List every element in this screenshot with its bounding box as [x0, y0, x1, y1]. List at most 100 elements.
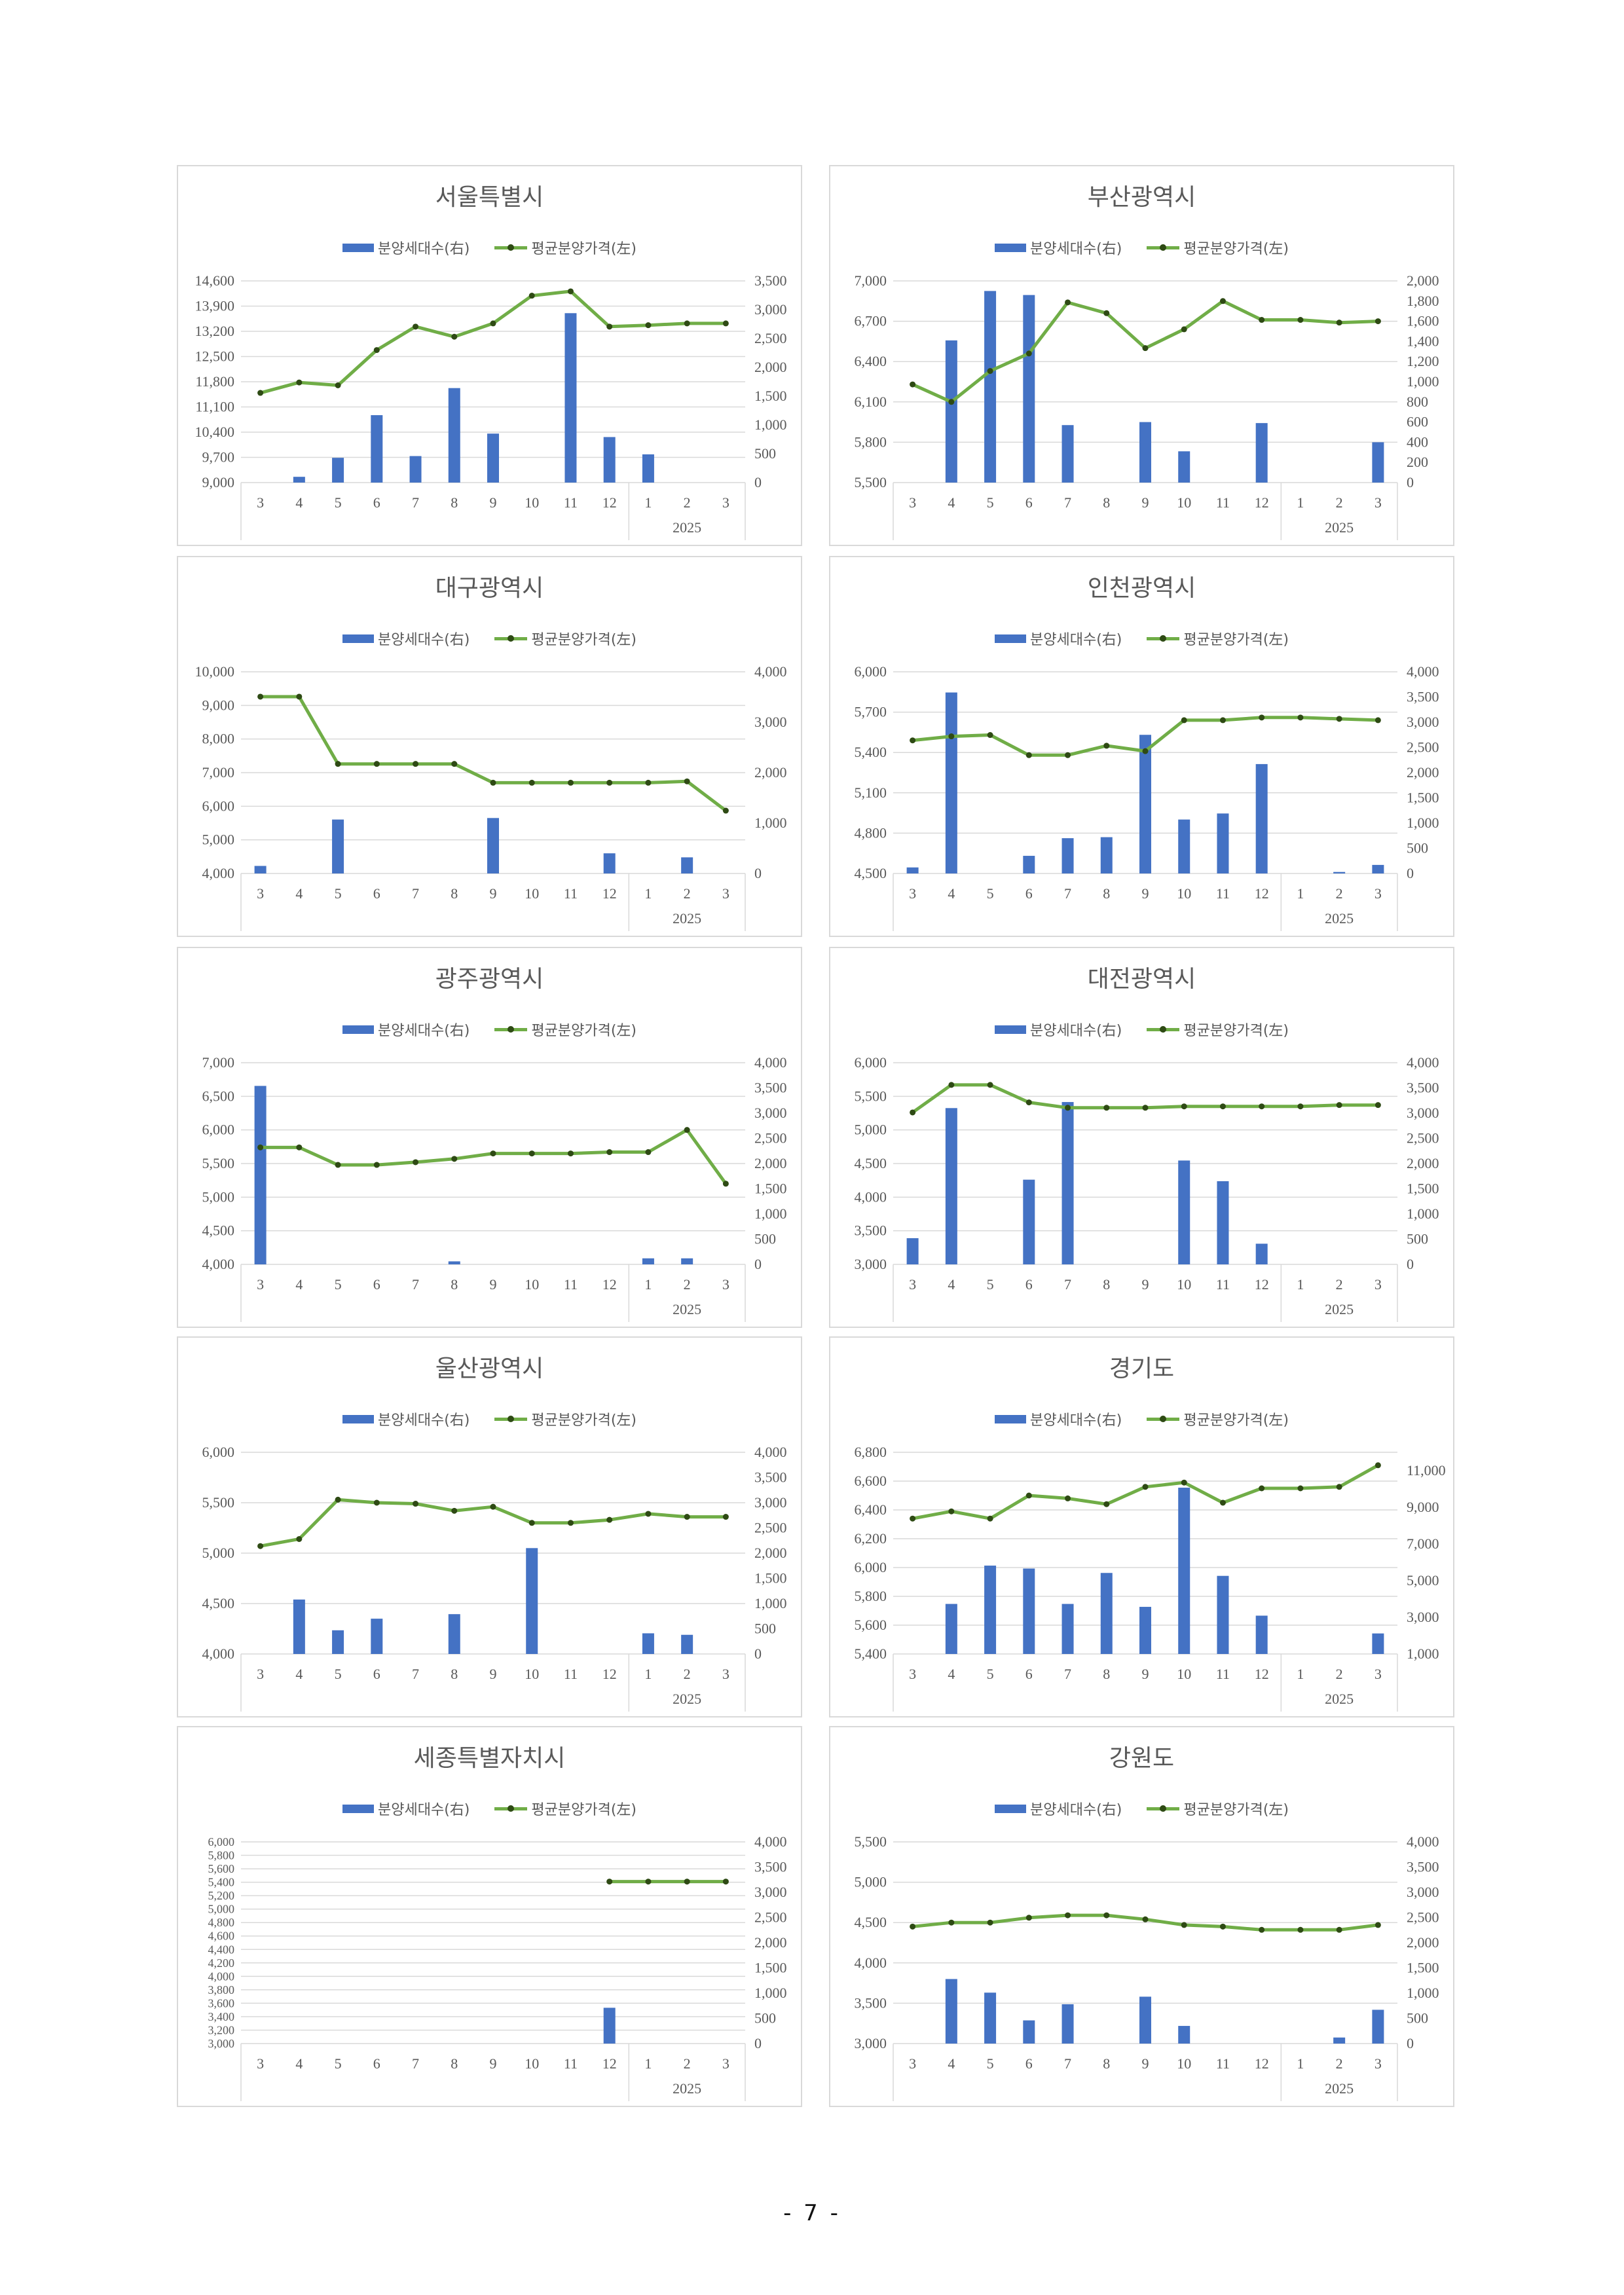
left-axis-tick-label: 5,500 — [202, 1494, 235, 1511]
legend-label-price: 평균분양가격(左) — [531, 1412, 637, 1429]
x-axis-tick-label: 9 — [490, 1276, 497, 1293]
right-axis-tick-label: 3,000 — [1407, 1609, 1439, 1625]
bar — [642, 454, 654, 483]
legend-label-price: 평균분양가격(左) — [531, 1802, 637, 1818]
x-axis-tick-label: 6 — [373, 2055, 380, 2072]
x-axis-tick-label: 1 — [1297, 2055, 1304, 2072]
right-axis-tick-label: 2,000 — [754, 764, 787, 780]
bar — [1178, 1488, 1190, 1654]
legend-label-price: 평균분양가격(左) — [531, 1023, 637, 1039]
right-axis-tick-label: 2,000 — [1407, 1155, 1439, 1171]
legend-line-swatch — [494, 244, 528, 251]
right-axis-tick-label: 3,500 — [754, 1469, 787, 1486]
gridlines — [241, 1841, 745, 2044]
line-point — [645, 1149, 652, 1156]
right-axis-tick-label: 1,400 — [1407, 333, 1439, 349]
right-axis-tick-label: 1,000 — [754, 1595, 787, 1611]
right-axis-tick-label: 0 — [1407, 2035, 1414, 2051]
right-axis-tick-label: 4,000 — [1407, 1833, 1439, 1850]
left-axis: 4,000 4,500 5,000 5,500 6,000 — [202, 1444, 235, 1662]
left-axis-tick-label: 4,500 — [202, 1595, 235, 1611]
left-axis-tick-label: 3,500 — [855, 1994, 887, 2011]
line-point — [1025, 1099, 1032, 1106]
line-point — [645, 779, 652, 786]
left-axis-tick-label: 4,400 — [208, 1943, 235, 1956]
left-axis-tick-label: 3,400 — [208, 2010, 235, 2023]
line-markers — [910, 1912, 1381, 1933]
line-markers — [910, 1462, 1381, 1522]
left-axis-tick-label: 6,200 — [855, 1530, 887, 1547]
x-axis-tick-label: 11 — [564, 885, 578, 902]
right-axis-tick-label: 2,000 — [754, 1934, 787, 1951]
right-axis-tick-label: 2,000 — [1407, 764, 1439, 780]
line-point — [722, 1879, 729, 1885]
right-axis: 1,000 3,000 5,000 7,000 9,000 11,000 — [1407, 1462, 1446, 1662]
bar — [1178, 819, 1190, 873]
x-axis-tick-label: 1 — [644, 494, 652, 511]
x-axis-tick-label: 4 — [295, 1276, 303, 1293]
right-axis-tick-label: 3,000 — [1407, 714, 1439, 730]
left-axis-tick-label: 5,800 — [855, 433, 887, 450]
line-point — [335, 1496, 341, 1503]
left-axis: 5,400 5,600 5,800 6,000 6,200 6,400 6,600 6,800 — [855, 1444, 887, 1662]
bar — [1100, 837, 1113, 873]
x-axis-tick-label: 11 — [1216, 2055, 1230, 2072]
bar — [1139, 735, 1151, 873]
bar-series — [254, 1086, 693, 1264]
line-markers — [257, 1496, 729, 1549]
legend-bar-swatch — [342, 1414, 374, 1423]
x-axis-tick-label: 9 — [490, 494, 497, 511]
line-point — [567, 779, 574, 786]
right-axis-tick-label: 500 — [754, 2010, 776, 2027]
chart-title: 서울특별시 — [435, 184, 544, 211]
legend-label-units: 분양세대수(右) — [378, 1023, 470, 1039]
line-point — [606, 323, 613, 330]
left-axis-tick-label: 4,200 — [208, 1956, 235, 1970]
x-axis-group-label: 2025 — [673, 1301, 701, 1317]
right-axis: 0 500 1,000 1,500 2,000 2,500 3,000 3,500 4,000 — [1407, 1054, 1439, 1272]
x-axis-tick-label: 12 — [602, 1666, 617, 1682]
right-axis-tick-label: 200 — [1407, 454, 1428, 470]
x-axis-tick-label: 9 — [1142, 1666, 1149, 1682]
bar — [1061, 838, 1074, 873]
x-axis-tick-label: 1 — [1297, 885, 1304, 902]
left-axis-tick-label: 5,800 — [208, 1849, 235, 1862]
gridlines — [893, 1452, 1397, 1655]
right-axis-tick-label: 500 — [754, 1231, 776, 1247]
right-axis-tick-label: 3,000 — [754, 1494, 787, 1511]
x-axis-tick-label: 1 — [644, 2055, 652, 2072]
line-point — [413, 1159, 419, 1166]
legend-bar-swatch — [995, 1804, 1026, 1813]
x-axis-tick-label: 5 — [987, 2055, 994, 2072]
x-axis-tick-label: 12 — [1255, 1276, 1269, 1293]
x-axis-tick-label: 3 — [909, 885, 916, 902]
line-point — [645, 1879, 652, 1885]
x-axis-tick-label: 5 — [335, 1276, 342, 1293]
bar — [254, 1086, 267, 1264]
line-series — [259, 1128, 728, 1186]
chart-legend: 분양세대수(右) 평균분양가격(左) — [830, 1798, 1453, 1819]
left-axis-tick-label: 6,500 — [202, 1088, 235, 1104]
line-point — [1065, 1105, 1071, 1111]
left-axis-tick-label: 4,000 — [202, 1645, 235, 1662]
line-point — [1259, 1926, 1265, 1933]
line-point — [1219, 1923, 1226, 1930]
bar — [332, 458, 344, 483]
chart-legend: 분양세대수(右) 평균분양가격(左) — [178, 1408, 801, 1429]
line-point — [413, 323, 419, 330]
line-point — [257, 1543, 264, 1549]
chart-title: 대전광역시 — [1087, 966, 1196, 993]
left-axis-tick-label: 5,000 — [855, 1122, 887, 1138]
bar — [945, 1979, 957, 2044]
left-axis-tick-label: 5,600 — [208, 1862, 235, 1875]
legend-marker-icon — [1160, 1026, 1167, 1033]
left-axis-tick-label: 3,000 — [208, 2037, 235, 2050]
right-axis-tick-label: 2,500 — [1407, 739, 1439, 756]
x-axis-tick-label: 10 — [1177, 1276, 1191, 1293]
right-axis-tick-label: 1,500 — [1407, 790, 1439, 806]
bar-series — [945, 1979, 1384, 2044]
chart-title: 강원도 — [1109, 1745, 1175, 1772]
right-axis-tick-label: 500 — [754, 1621, 776, 1637]
